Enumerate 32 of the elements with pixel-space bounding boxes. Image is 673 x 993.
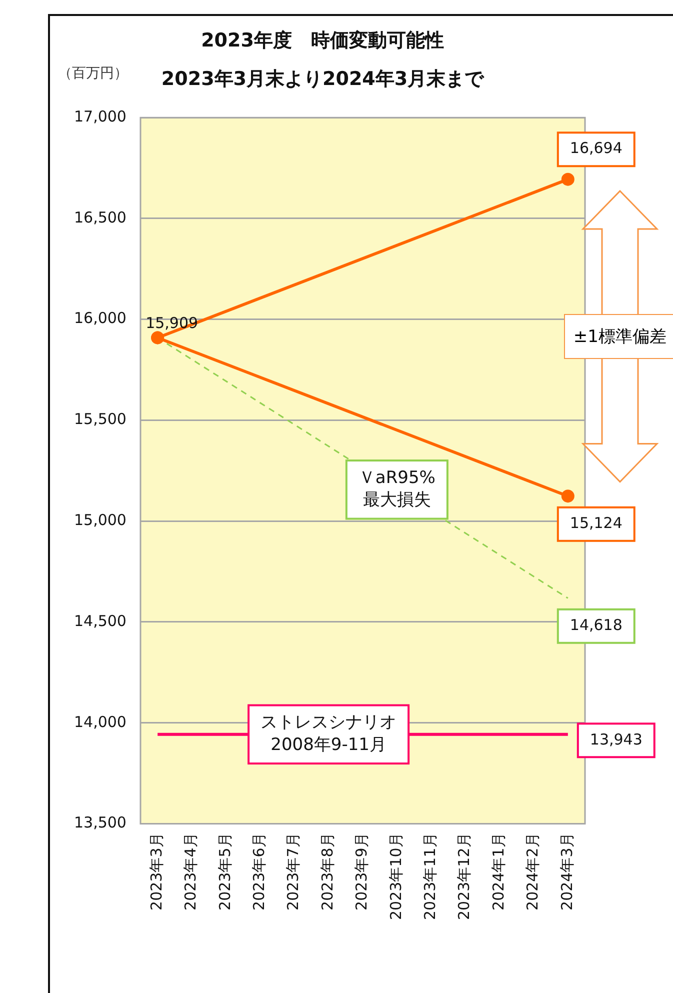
x-tick-label: 2023年3月 <box>147 832 166 910</box>
x-tick-label: 2024年3月 <box>558 832 576 910</box>
y-tick-label: 16,500 <box>74 208 126 226</box>
x-tick-label: 2023年5月 <box>216 832 234 910</box>
chart-subtitle: 2023年3月末より2024年3月末まで <box>161 68 485 90</box>
data-label: 15,124 <box>570 514 622 532</box>
y-tick-label: 15,000 <box>74 511 126 529</box>
data-label: 15,909 <box>146 314 198 332</box>
annotation: ±1標準偏差 <box>564 314 673 360</box>
x-tick-label: 2023年7月 <box>284 832 302 910</box>
x-tick-label: 2023年12月 <box>455 832 474 920</box>
data-label: 13,943 <box>590 730 642 748</box>
y-tick-label: 14,000 <box>74 712 126 731</box>
data-label: 14,618 <box>570 616 622 634</box>
x-tick-label: 2024年2月 <box>524 832 542 910</box>
chart-title: 2023年度 時価変動可能性 <box>201 29 444 52</box>
annotation: ＶaR95% 最大損失 <box>358 468 436 510</box>
y-axis-title: （百万円） <box>58 66 128 82</box>
y-tick-label: 16,000 <box>74 309 126 328</box>
x-tick-label: 2023年9月 <box>352 832 371 910</box>
x-tick-label: 2023年4月 <box>182 832 200 910</box>
y-tick-label: 14,500 <box>74 612 126 630</box>
x-tick-label: 2023年10月 <box>386 832 405 920</box>
y-tick-label: 15,500 <box>74 410 126 428</box>
x-tick-label: 2023年11月 <box>421 832 440 920</box>
x-tick-label: 2023年8月 <box>318 832 336 910</box>
data-label: 16,694 <box>570 139 622 158</box>
annotation: ストレスシナリオ 2008年9-11月 <box>260 712 397 755</box>
x-tick-label: 2023年6月 <box>250 832 268 910</box>
x-tick-label: 2024年1月 <box>489 832 508 910</box>
y-tick-label: 17,000 <box>74 107 126 126</box>
y-tick-label: 13,500 <box>74 814 126 832</box>
